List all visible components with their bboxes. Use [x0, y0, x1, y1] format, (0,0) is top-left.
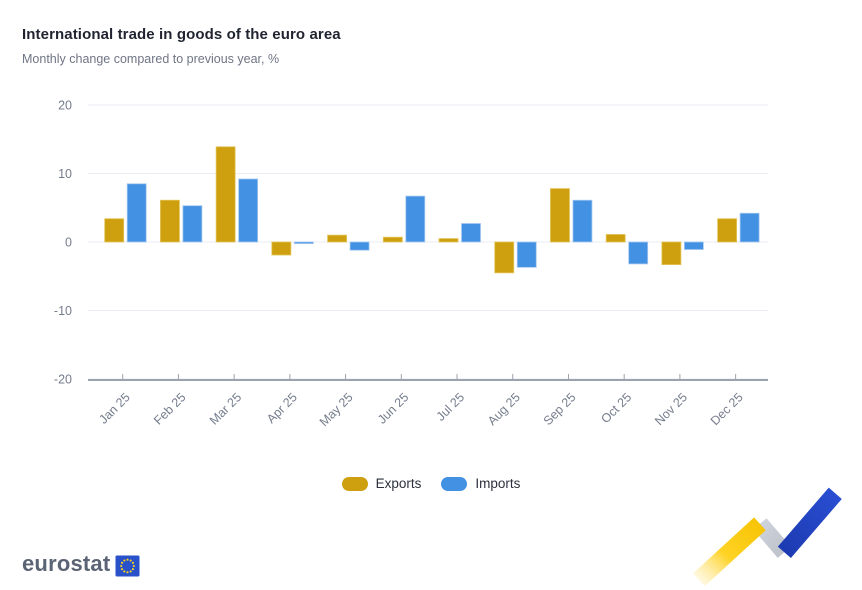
bar-imports-nov-25: [684, 241, 704, 250]
svg-text:Jul 25: Jul 25: [434, 390, 468, 424]
bar-exports-feb-25: [160, 199, 180, 243]
bar-imports-oct-25: [628, 241, 649, 265]
eurostat-ribbon-graphic: [693, 487, 842, 587]
x-axis: [88, 374, 768, 381]
svg-text:0: 0: [65, 236, 72, 250]
bar-imports-jul-25: [461, 223, 481, 243]
bar-imports-may-25: [349, 241, 370, 251]
bar-imports-mar-25: [238, 178, 259, 243]
chart-header: International trade in goods of the euro…: [22, 26, 341, 66]
svg-text:Mar 25: Mar 25: [207, 390, 244, 427]
svg-text:May 25: May 25: [317, 390, 356, 429]
bar-imports-dec-25: [739, 212, 760, 243]
bar-imports-jun-25: [405, 195, 426, 243]
svg-text:Jun 25: Jun 25: [375, 390, 411, 426]
bar-exports-nov-25: [661, 241, 682, 266]
bar-exports-may-25: [327, 234, 347, 243]
bar-exports-sep-25: [550, 188, 570, 243]
y-axis-labels: 20 10 0 -10 -20: [54, 99, 72, 387]
chart-title: International trade in goods of the euro…: [22, 26, 341, 43]
bar-chart: 20 10 0 -10 -20 Jan 25 Feb 25 Mar 25 Apr 25 May 2…: [54, 99, 768, 429]
chart-subtitle: Monthly change compared to previous year…: [22, 52, 280, 66]
exports-swatch-icon: [341, 476, 368, 491]
bars-exports: [104, 146, 738, 274]
eurostat-logo: eurostat: [22, 551, 140, 577]
svg-text:Oct 25: Oct 25: [598, 390, 634, 426]
legend-item-imports: Imports: [441, 476, 520, 491]
ribbon-yellow-stripe: [693, 517, 766, 587]
chart-legend: Exports Imports: [0, 476, 862, 491]
legend-item-exports: Exports: [341, 476, 422, 491]
bar-imports-sep-25: [572, 199, 593, 243]
bar-exports-jul-25: [438, 238, 459, 243]
bar-exports-oct-25: [605, 234, 626, 243]
bar-imports-apr-25: [293, 241, 314, 245]
imports-swatch-icon: [441, 476, 468, 491]
legend-label-exports: Exports: [375, 476, 422, 491]
bar-exports-jan-25: [104, 218, 125, 243]
legend-label-imports: Imports: [475, 476, 521, 491]
svg-text:Aug 25: Aug 25: [485, 390, 523, 428]
svg-text:-10: -10: [54, 304, 72, 318]
bar-exports-aug-25: [494, 241, 515, 274]
bar-imports-aug-25: [516, 241, 537, 268]
svg-text:Nov 25: Nov 25: [652, 390, 690, 428]
ribbon-blue-stripe: [777, 487, 842, 559]
svg-text:Jan 25: Jan 25: [96, 390, 132, 426]
bar-exports-jun-25: [382, 236, 403, 243]
bar-exports-mar-25: [215, 146, 236, 243]
bars-imports: [126, 178, 760, 268]
eurostat-logo-text: eurostat: [22, 551, 111, 576]
svg-text:10: 10: [58, 167, 72, 181]
svg-text:Dec 25: Dec 25: [708, 390, 746, 428]
bar-exports-apr-25: [271, 241, 292, 256]
svg-text:Apr 25: Apr 25: [264, 390, 300, 426]
bar-imports-jan-25: [126, 183, 147, 243]
svg-text:Feb 25: Feb 25: [151, 390, 188, 427]
eu-flag-icon: [115, 555, 140, 577]
svg-text:Sep 25: Sep 25: [541, 390, 579, 428]
svg-text:20: 20: [58, 99, 72, 113]
svg-text:-20: -20: [54, 373, 72, 387]
x-axis-labels: Jan 25 Feb 25 Mar 25 Apr 25 May 25 Jun 25 Jul …: [96, 390, 745, 429]
bar-exports-dec-25: [717, 218, 738, 243]
bar-imports-feb-25: [182, 205, 203, 243]
